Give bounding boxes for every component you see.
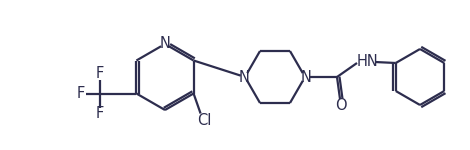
Text: N: N bbox=[239, 69, 250, 84]
Text: F: F bbox=[95, 66, 103, 81]
Text: Cl: Cl bbox=[197, 113, 212, 128]
Text: O: O bbox=[335, 98, 347, 112]
Text: HN: HN bbox=[356, 54, 378, 69]
Text: N: N bbox=[300, 69, 312, 84]
Text: F: F bbox=[95, 105, 103, 120]
Text: N: N bbox=[159, 36, 171, 51]
Text: F: F bbox=[76, 86, 85, 101]
